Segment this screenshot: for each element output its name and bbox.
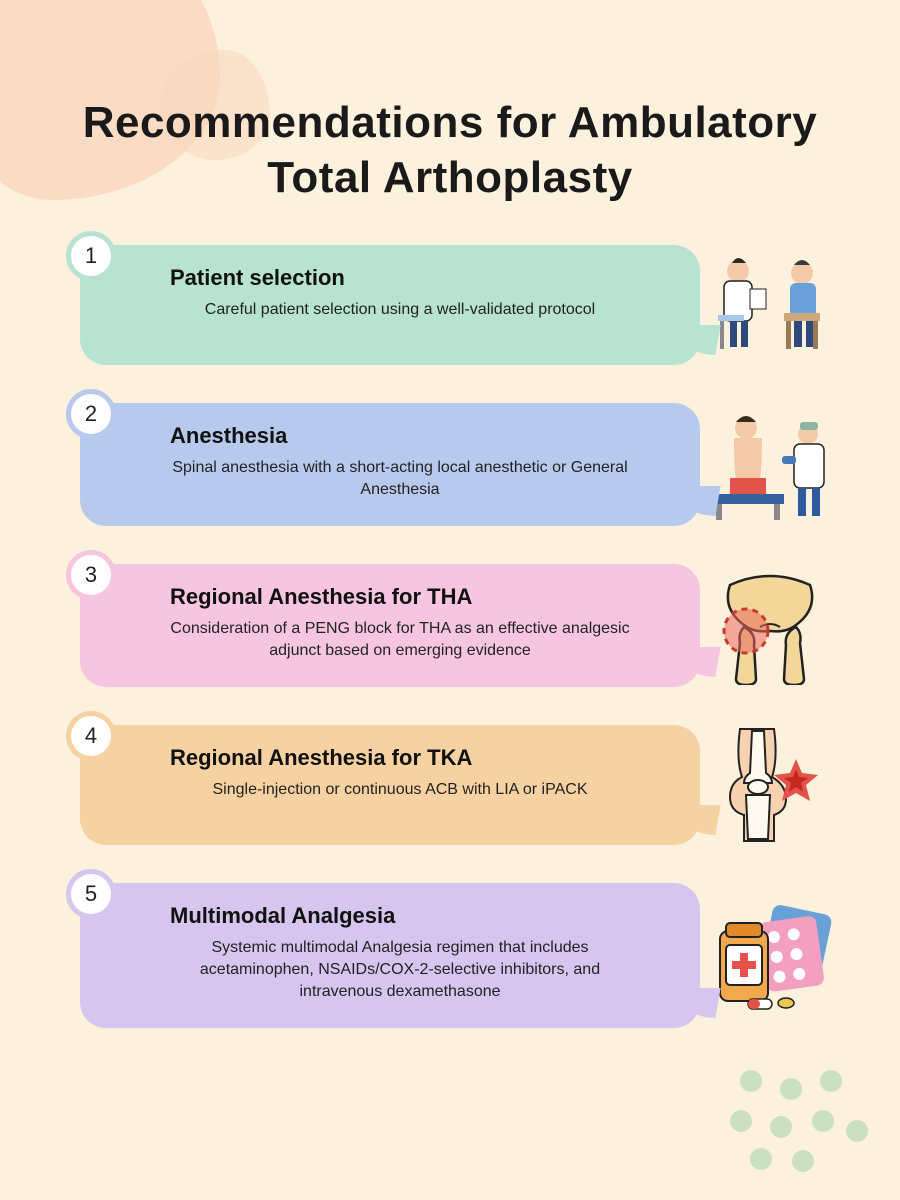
- item-title: Regional Anesthesia for THA: [170, 584, 660, 610]
- item-description: Careful patient selection using a well-v…: [140, 299, 660, 321]
- item-number-badge: 2: [66, 389, 116, 439]
- item-number-badge: 1: [66, 231, 116, 281]
- item-title: Anesthesia: [170, 423, 660, 449]
- item-bubble: Anesthesia Spinal anesthesia with a shor…: [80, 403, 700, 526]
- doctor-patient-icon: [700, 245, 840, 365]
- pills-icon: [700, 895, 840, 1015]
- hip-bone-icon: [700, 565, 840, 685]
- item-description: Consideration of a PENG block for THA as…: [140, 618, 660, 663]
- list-item: 4 Regional Anesthesia for TKA Single-inj…: [70, 725, 830, 845]
- item-description: Single-injection or continuous ACB with …: [140, 779, 660, 801]
- list-item: 1 Patient selection Careful patient sele…: [70, 245, 830, 365]
- item-number-badge: 4: [66, 711, 116, 761]
- item-number-badge: 5: [66, 869, 116, 919]
- item-bubble: Regional Anesthesia for TKA Single-injec…: [80, 725, 700, 845]
- page-title: Recommendations for Ambulatory Total Art…: [0, 0, 900, 235]
- list-item: 5 Multimodal Analgesia Systemic multimod…: [70, 883, 830, 1028]
- list-item: 2 Anesthesia Spinal anesthesia with a sh…: [70, 403, 830, 526]
- item-bubble: Patient selection Careful patient select…: [80, 245, 700, 365]
- item-description: Spinal anesthesia with a short-acting lo…: [140, 457, 660, 502]
- knee-bone-icon: [700, 725, 840, 845]
- item-title: Multimodal Analgesia: [170, 903, 660, 929]
- item-bubble: Multimodal Analgesia Systemic multimodal…: [80, 883, 700, 1028]
- list-item: 3 Regional Anesthesia for THA Considerat…: [70, 564, 830, 687]
- spinal-anesthesia-icon: [700, 404, 840, 524]
- item-bubble: Regional Anesthesia for THA Consideratio…: [80, 564, 700, 687]
- item-title: Regional Anesthesia for TKA: [170, 745, 660, 771]
- recommendation-list: 1 Patient selection Careful patient sele…: [0, 235, 900, 1028]
- item-title: Patient selection: [170, 265, 660, 291]
- background-dots-bottom-right: [730, 1070, 870, 1170]
- item-number-badge: 3: [66, 550, 116, 600]
- item-description: Systemic multimodal Analgesia regimen th…: [140, 937, 660, 1004]
